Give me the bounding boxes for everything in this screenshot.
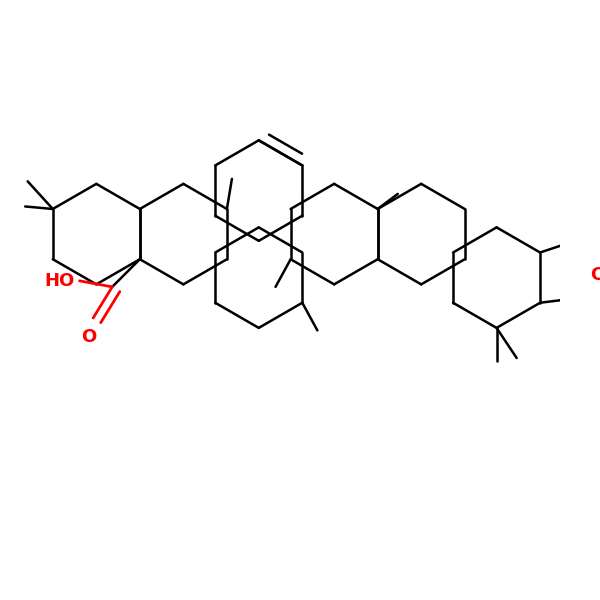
Text: HO: HO: [45, 272, 75, 290]
Text: O: O: [590, 266, 600, 284]
Text: O: O: [81, 328, 96, 346]
